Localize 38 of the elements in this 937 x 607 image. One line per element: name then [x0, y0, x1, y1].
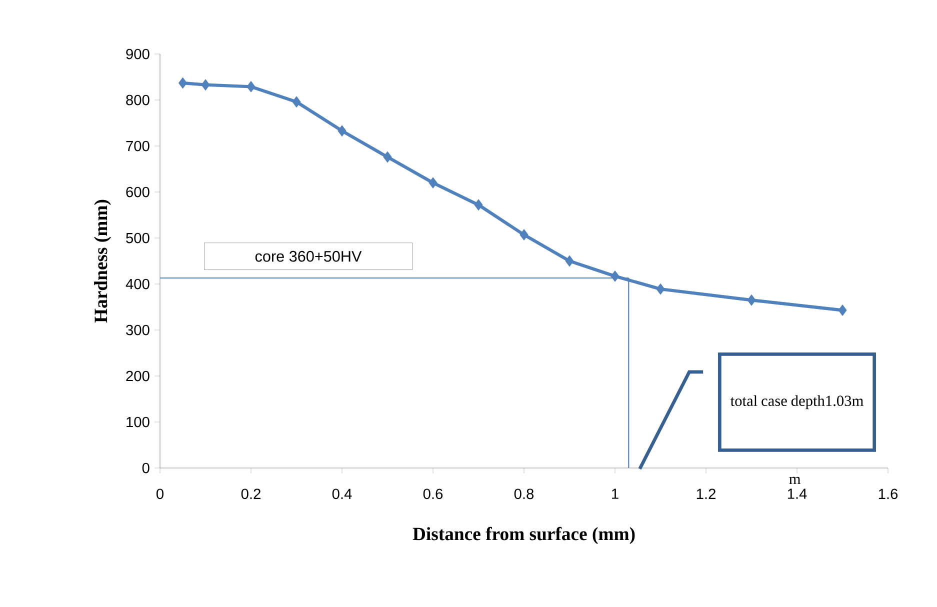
y-tick-label: 300	[126, 324, 150, 336]
point	[747, 294, 756, 306]
point	[520, 229, 528, 240]
y-tick-label: 100	[126, 416, 150, 428]
y-tick-label: 900	[126, 48, 150, 60]
point	[565, 255, 574, 267]
x-tick-label: 1.2	[696, 488, 716, 499]
x-tick-label: 1.6	[878, 488, 898, 500]
y-tick-label: 200	[126, 370, 150, 382]
x-tick-label: 0.6	[423, 488, 443, 500]
annotation: total case depth1.03m	[730, 395, 864, 410]
point	[246, 81, 256, 92]
y-axis-title: Hardness (mm)	[94, 200, 111, 323]
y-tick-label: 500	[126, 232, 150, 244]
point	[656, 283, 665, 295]
point	[474, 199, 483, 210]
point	[178, 77, 188, 89]
point	[428, 177, 438, 188]
point	[201, 79, 210, 90]
y-tick-label: 700	[126, 140, 150, 152]
point	[338, 125, 346, 136]
y-tick-label: 600	[126, 186, 150, 198]
y-tick-label: 0	[142, 462, 150, 474]
point	[838, 304, 847, 316]
text: m	[789, 476, 801, 484]
point	[610, 270, 620, 282]
x-tick-label: 0.8	[514, 488, 534, 500]
y-tick-label: 800	[126, 94, 150, 106]
x-tick-label: 1.4	[788, 488, 807, 499]
x-tick-label: 0.4	[332, 488, 352, 500]
x-axis-title: Distance from surface (mm)	[412, 526, 635, 544]
x-tick-label: 1	[612, 488, 618, 499]
point	[383, 151, 392, 163]
ref-line-label: core 360+50HV	[255, 250, 362, 262]
x-tick-label: 0.2	[241, 488, 260, 500]
y-tick-label: 400	[126, 278, 150, 290]
point	[292, 96, 301, 108]
x-tick-label: 0	[156, 488, 164, 500]
